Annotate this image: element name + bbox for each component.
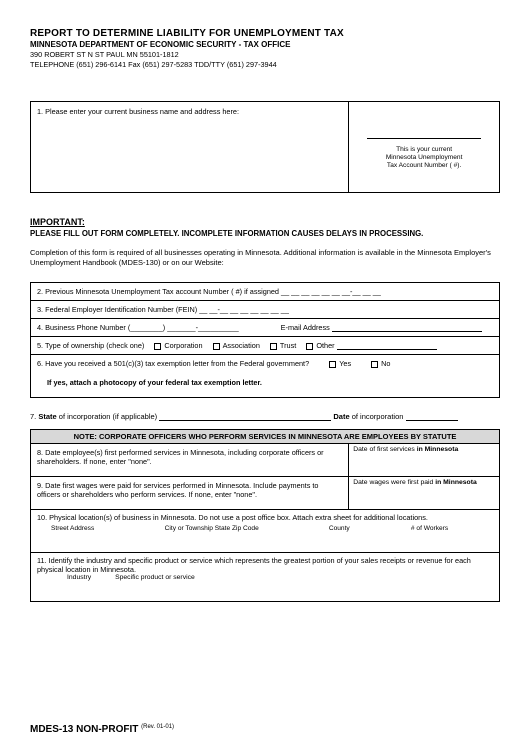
q8-row: 8. Date employee(s) first performed serv… [31, 444, 499, 477]
q7-mid: of incorporation (if applicable) [57, 412, 157, 421]
other-line [337, 342, 437, 350]
address-line-1: 390 ROBERT ST N ST PAUL MN 55101-1812 [30, 50, 500, 59]
acct-cap-1: This is your current [396, 146, 452, 153]
form-page: REPORT TO DETERMINE LIABILITY FOR UNEMPL… [0, 0, 530, 749]
q4-email-label: E-mail Address [281, 323, 330, 332]
form-revision: (Rev. 01-01) [141, 724, 174, 730]
q10-row: 10. Physical location(s) of business in … [31, 510, 499, 553]
checkbox-other[interactable] [306, 343, 313, 350]
q11-columns: Industry Specific product or service [31, 574, 499, 583]
checkbox-no[interactable] [371, 361, 378, 368]
checkbox-yes[interactable] [329, 361, 336, 368]
form-title: REPORT TO DETERMINE LIABILITY FOR UNEMPL… [30, 28, 500, 39]
opt-trust: Trust [280, 341, 296, 350]
account-number-cell: This is your current Minnesota Unemploym… [349, 102, 499, 192]
q11-instruction: 11. Identify the industry and specific p… [31, 553, 499, 574]
checkbox-corporation[interactable] [154, 343, 161, 350]
q5-label: 5. Type of ownership (check one) [37, 341, 144, 350]
checkbox-trust[interactable] [270, 343, 277, 350]
col-industry: Industry [67, 574, 91, 581]
q9-r-b: in Minnesota [435, 479, 477, 486]
form-code: MDES-13 NON-PROFIT [30, 724, 138, 735]
header: REPORT TO DETERMINE LIABILITY FOR UNEMPL… [30, 28, 500, 69]
q6-note: If yes, attach a photocopy of your feder… [47, 378, 493, 387]
q7-state-label: State [38, 412, 56, 421]
q11-blank [31, 583, 499, 601]
q4-phone: 4. Business Phone Number (________) ____… [37, 323, 239, 332]
statute-note-band: NOTE: CORPORATE OFFICERS WHO PERFORM SER… [31, 430, 499, 444]
col-street: Street Address [37, 525, 165, 532]
q3-row: 3. Federal Employer Identification Numbe… [31, 301, 499, 319]
important-label: IMPORTANT: [30, 217, 500, 227]
col-county: County [329, 525, 411, 532]
form-subtitle: MINNESOTA DEPARTMENT OF ECONOMIC SECURIT… [30, 40, 500, 49]
form-code-footer: MDES-13 NON-PROFIT (Rev. 01-01) [30, 724, 174, 735]
q8-r-b: in Minnesota [417, 446, 459, 453]
q4-email-line [332, 324, 482, 332]
q7-row: 7. State of incorporation (if applicable… [30, 412, 500, 421]
account-number-caption: This is your current Minnesota Unemploym… [355, 146, 493, 171]
opt-association: Association [223, 341, 260, 350]
q1-cell: 1. Please enter your current business na… [31, 102, 349, 192]
q6-row: 6. Have you received a 501(c)(3) tax exe… [31, 355, 499, 397]
q8-text: 8. Date employee(s) first performed serv… [31, 444, 349, 476]
important-section: IMPORTANT: PLEASE FILL OUT FORM COMPLETE… [30, 217, 500, 238]
q1-label: 1. Please enter your current business na… [37, 107, 239, 116]
q9-left-text: 9. Date first wages were paid for servic… [37, 481, 318, 499]
q9-text: 9. Date first wages were paid for servic… [31, 477, 349, 509]
q11-row: 11. Identify the industry and specific p… [31, 553, 499, 601]
completion-paragraph: Completion of this form is required of a… [30, 248, 500, 268]
q10-instruction: 10. Physical location(s) of business in … [31, 510, 499, 522]
q7-state-line [159, 413, 331, 421]
q10-columns: Street Address City or Township State Zi… [31, 522, 499, 534]
business-name-box: 1. Please enter your current business na… [30, 101, 500, 193]
q7-end: of incorporation [350, 412, 404, 421]
q8-date-cell: Date of first services in Minnesota [349, 444, 499, 476]
col-product: Specific product or service [115, 574, 195, 581]
col-city: City or Township State Zip Code [165, 525, 329, 532]
q9-date-cell: Date wages were first paid in Minnesota [349, 477, 499, 509]
opt-corporation: Corporation [164, 341, 202, 350]
important-subtext: PLEASE FILL OUT FORM COMPLETELY. INCOMPL… [30, 229, 500, 238]
opt-yes: Yes [339, 359, 351, 368]
q7-date-line [406, 413, 458, 421]
account-number-line [367, 138, 481, 139]
opt-no: No [381, 359, 390, 368]
q8-r-a: Date of first services [353, 446, 416, 453]
address-line-2: TELEPHONE (651) 296-6141 Fax (651) 297-5… [30, 60, 500, 69]
q7-date-label: Date [333, 412, 349, 421]
q2-row: 2. Previous Minnesota Unemployment Tax a… [31, 283, 499, 301]
acct-cap-2: Minnesota Unemployment [386, 154, 463, 161]
q9-row: 9. Date first wages were paid for servic… [31, 477, 499, 510]
questions-block-1: 2. Previous Minnesota Unemployment Tax a… [30, 282, 500, 398]
opt-other: Other [316, 341, 334, 350]
checkbox-association[interactable] [213, 343, 220, 350]
q8-left-text: 8. Date employee(s) first performed serv… [37, 448, 324, 466]
questions-block-2: NOTE: CORPORATE OFFICERS WHO PERFORM SER… [30, 429, 500, 602]
q6-label: 6. Have you received a 501(c)(3) tax exe… [37, 359, 309, 368]
q9-r-a: Date wages were first paid [353, 479, 435, 486]
q5-row: 5. Type of ownership (check one) Corpora… [31, 337, 499, 355]
q4-row: 4. Business Phone Number (________) ____… [31, 319, 499, 337]
q10-blank [31, 534, 499, 552]
acct-cap-3: Tax Account Number ( #). [387, 162, 461, 169]
col-workers: # of Workers [411, 525, 493, 532]
